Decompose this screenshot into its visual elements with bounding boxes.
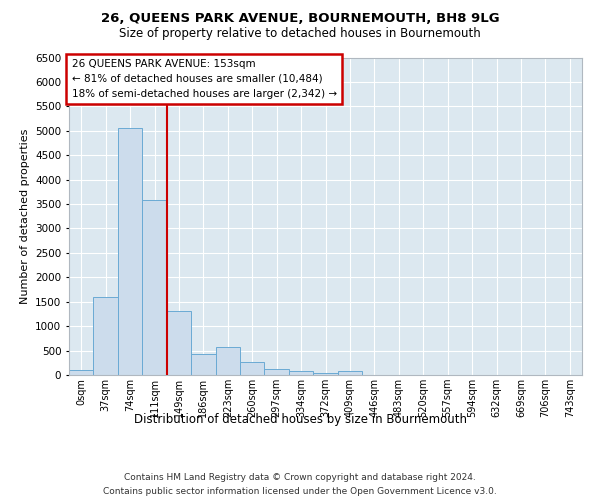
Bar — [265, 368, 289, 375]
Bar — [69, 370, 94, 375]
Text: 26, QUEENS PARK AVENUE, BOURNEMOUTH, BH8 9LG: 26, QUEENS PARK AVENUE, BOURNEMOUTH, BH8… — [101, 12, 499, 26]
Text: 26 QUEENS PARK AVENUE: 153sqm
← 81% of detached houses are smaller (10,484)
18% : 26 QUEENS PARK AVENUE: 153sqm ← 81% of d… — [71, 59, 337, 98]
Bar — [118, 128, 142, 375]
Bar — [313, 372, 338, 375]
Bar — [167, 310, 191, 375]
Bar — [94, 297, 118, 375]
Y-axis label: Number of detached properties: Number of detached properties — [20, 128, 29, 304]
Text: Size of property relative to detached houses in Bournemouth: Size of property relative to detached ho… — [119, 28, 481, 40]
Text: Contains HM Land Registry data © Crown copyright and database right 2024.: Contains HM Land Registry data © Crown c… — [124, 472, 476, 482]
Bar — [240, 362, 265, 375]
Text: Distribution of detached houses by size in Bournemouth: Distribution of detached houses by size … — [133, 412, 467, 426]
Bar — [191, 354, 215, 375]
Text: Contains public sector information licensed under the Open Government Licence v3: Contains public sector information licen… — [103, 488, 497, 496]
Bar — [289, 371, 313, 375]
Bar — [215, 346, 240, 375]
Bar — [338, 371, 362, 375]
Bar — [142, 200, 167, 375]
